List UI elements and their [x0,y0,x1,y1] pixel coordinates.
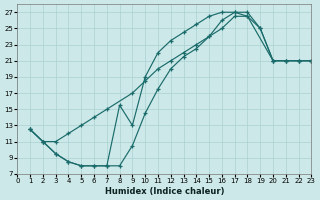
X-axis label: Humidex (Indice chaleur): Humidex (Indice chaleur) [105,187,224,196]
